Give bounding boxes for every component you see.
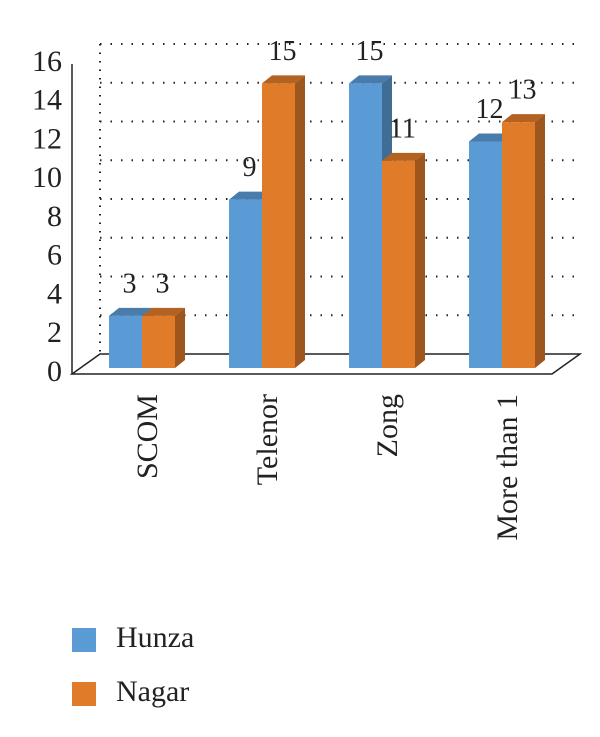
x-tick-label: Zong — [371, 394, 404, 457]
x-tick-label: Telenor — [251, 394, 284, 485]
legend-swatch — [72, 628, 96, 652]
bar-front — [349, 83, 382, 368]
bar — [502, 114, 545, 368]
bar-top — [229, 191, 272, 200]
value-label: 12 — [476, 94, 504, 125]
bar-front — [469, 141, 502, 368]
bar-side — [535, 114, 545, 368]
legend-label: Nagar — [116, 675, 189, 708]
bar-front — [262, 83, 295, 368]
value-label: 15 — [269, 36, 297, 67]
value-label: 13 — [509, 75, 537, 106]
y-tick-label: 12 — [32, 122, 62, 155]
value-label: 3 — [123, 268, 137, 299]
bar-top — [142, 307, 185, 316]
bar-top — [349, 75, 392, 84]
floor — [69, 353, 583, 375]
x-tick-label: SCOM — [131, 394, 164, 479]
y-tick-label: 14 — [32, 84, 62, 117]
y-tick-label: 10 — [32, 161, 62, 194]
y-tick-label: 0 — [47, 355, 62, 388]
bar-top — [109, 307, 152, 316]
bar-front — [502, 122, 535, 368]
bar — [262, 75, 305, 368]
bar-front — [229, 199, 262, 368]
bar-side — [415, 152, 425, 368]
bar-front — [109, 315, 142, 368]
y-tick-label: 8 — [47, 200, 62, 233]
legend-label: Hunza — [116, 621, 194, 654]
value-label: 9 — [243, 152, 257, 183]
value-label: 11 — [389, 113, 416, 144]
bar-top — [469, 133, 512, 142]
bar-side — [295, 75, 305, 368]
y-tick-label: 4 — [47, 277, 62, 310]
y-tick-label: 16 — [32, 45, 62, 78]
bar-top — [502, 114, 545, 123]
value-label: 15 — [356, 36, 384, 67]
bar-side — [175, 307, 185, 368]
y-tick-label: 6 — [47, 239, 62, 272]
value-label: 3 — [156, 268, 170, 299]
bar-top — [382, 152, 425, 161]
bar — [142, 307, 185, 368]
bar-front — [382, 160, 415, 368]
x-tick-label: More than 1 — [491, 394, 524, 541]
bar-top — [262, 75, 305, 84]
bar-front — [142, 315, 175, 368]
legend-swatch — [72, 682, 96, 706]
y-tick-label: 2 — [47, 316, 62, 349]
bar — [382, 152, 425, 368]
